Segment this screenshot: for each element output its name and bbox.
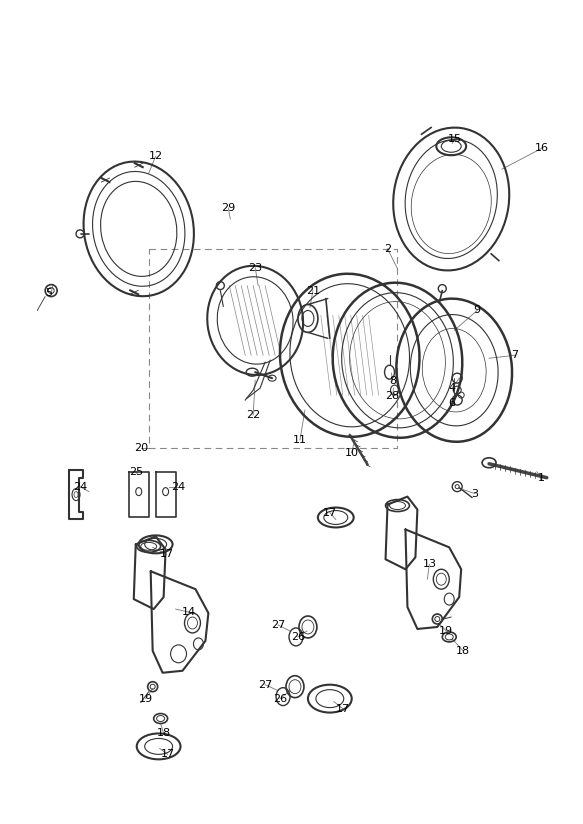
Text: 13: 13 [422, 559, 436, 569]
Text: 3: 3 [472, 489, 479, 499]
Text: 25: 25 [129, 466, 143, 477]
Text: 14: 14 [181, 607, 195, 617]
Text: 21: 21 [306, 286, 320, 296]
Text: 28: 28 [385, 391, 399, 401]
Text: 1: 1 [538, 473, 545, 483]
Text: 11: 11 [293, 435, 307, 445]
Text: 22: 22 [246, 410, 260, 420]
Text: 9: 9 [473, 306, 480, 316]
Text: 7: 7 [511, 350, 518, 360]
Text: 5: 5 [45, 288, 52, 297]
Text: 4: 4 [449, 383, 456, 393]
Text: 19: 19 [439, 626, 454, 636]
Text: 2: 2 [384, 244, 391, 254]
Text: 23: 23 [248, 263, 262, 273]
Text: 18: 18 [157, 728, 171, 738]
Text: 27: 27 [271, 620, 285, 630]
Text: 17: 17 [160, 749, 175, 760]
Text: 19: 19 [139, 694, 153, 704]
Text: 20: 20 [134, 442, 147, 453]
Text: 26: 26 [291, 632, 305, 642]
Text: 29: 29 [221, 203, 236, 213]
Text: 8: 8 [389, 376, 396, 386]
Text: 12: 12 [149, 152, 163, 162]
Text: 6: 6 [449, 398, 456, 408]
Text: 16: 16 [535, 143, 549, 153]
Text: 17: 17 [160, 550, 174, 559]
Text: 24: 24 [73, 482, 87, 492]
Text: 17: 17 [323, 508, 337, 517]
Text: 27: 27 [258, 680, 272, 690]
Text: 15: 15 [448, 134, 462, 144]
Text: 24: 24 [171, 482, 185, 492]
Text: 10: 10 [345, 447, 359, 458]
Text: 18: 18 [456, 646, 470, 656]
Text: 26: 26 [273, 694, 287, 704]
Text: 17: 17 [336, 704, 350, 714]
